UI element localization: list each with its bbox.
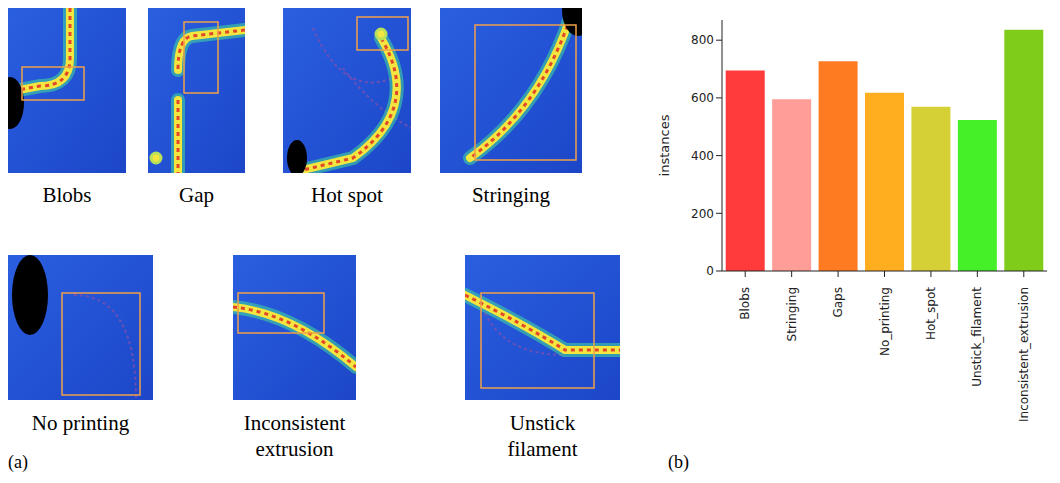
html-text:Gap: Gap (179, 183, 214, 207)
svg-text:Gaps: Gaps (831, 287, 845, 318)
svg-text:No_printing: No_printing (878, 287, 892, 356)
svg-text:Unstick_filament: Unstick_filament (970, 287, 984, 387)
html-text:No printing: No printing (31, 411, 130, 435)
html-text:(a): (a) (8, 452, 28, 472)
html-text:Stringing: Stringing (471, 183, 551, 207)
html-text:Unstick filament: Unstick filament (507, 411, 578, 461)
svg-text:Inconsistent_extrusion: Inconsistent_extrusion (1017, 287, 1031, 422)
html-text:Hot spot: Hot spot (311, 183, 383, 207)
svg-text:600: 600 (691, 91, 714, 105)
html-text:Blobs: Blobs (42, 183, 92, 207)
html-text:(b): (b) (668, 452, 689, 472)
svg-text:400: 400 (691, 149, 714, 163)
svg-text:Hot_spot: Hot_spot (924, 287, 938, 340)
svg-text:Blobs: Blobs (738, 287, 752, 320)
svg-text:800: 800 (691, 33, 714, 47)
svg-text:200: 200 (691, 207, 714, 221)
svg-text:Stringing: Stringing (785, 287, 799, 341)
html-text:Inconsistent extrusion: Inconsistent extrusion (243, 411, 346, 461)
svg-text:instances: instances (657, 114, 672, 176)
svg-text:0: 0 (706, 264, 714, 278)
